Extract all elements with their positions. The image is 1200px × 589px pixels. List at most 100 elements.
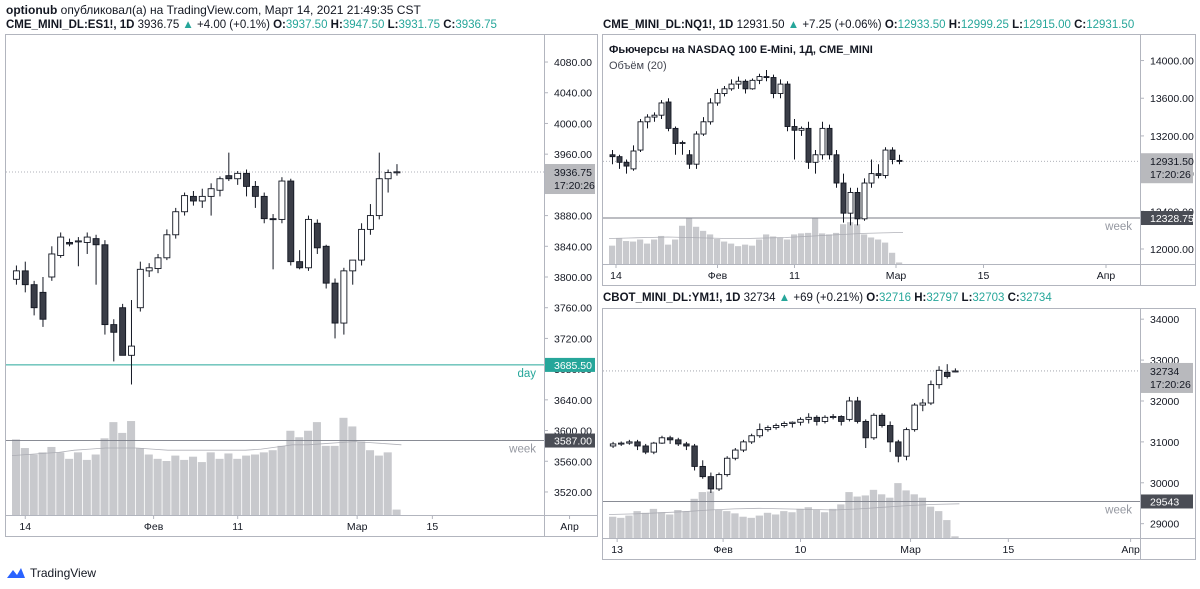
- volume-bar: [304, 430, 313, 515]
- volume-bar: [268, 450, 277, 515]
- candle-body: [764, 427, 772, 431]
- nq-header: CME_MINI_DL:NQ1!, 1D 12931.50 ▲ +7.25 (+…: [603, 19, 1135, 31]
- volume-bar: [770, 236, 777, 264]
- candle: [764, 425, 772, 432]
- candle-body: [896, 159, 903, 162]
- day-level-tag: [545, 357, 595, 372]
- volume-bar: [649, 508, 658, 538]
- candle-body: [650, 442, 658, 453]
- time-axis: 14 Фев 11 Мар 15 Апр: [19, 515, 579, 533]
- candle: [658, 100, 665, 119]
- nq-legend-volume: Объём (20): [609, 60, 667, 72]
- volume-bar: [686, 217, 693, 264]
- candle: [847, 187, 854, 226]
- volume-bar: [847, 222, 854, 264]
- candle: [623, 159, 630, 174]
- candle-body: [269, 218, 277, 221]
- footer-brand[interactable]: TradingView: [6, 566, 96, 580]
- ym-chart-panel[interactable]: 29000 30000 31000 32000 33000 34000 week 29543 3…: [602, 308, 1196, 560]
- candle-body: [721, 88, 728, 94]
- ym-low: 32703: [972, 292, 1005, 304]
- candle-body: [634, 441, 641, 447]
- candle: [198, 188, 206, 208]
- es-close: 3936.75: [455, 19, 497, 31]
- time-tick-label: 14: [19, 521, 31, 533]
- volume-bar: [321, 445, 330, 515]
- candle: [609, 150, 616, 165]
- ym-arrow-icon: ▲: [778, 292, 791, 304]
- candle: [714, 88, 721, 106]
- volume-bar: [877, 494, 886, 538]
- candle: [393, 164, 401, 176]
- volume-bar: [777, 237, 784, 264]
- candle-body: [92, 238, 100, 246]
- candle-body: [833, 154, 840, 184]
- time-tick-label: Апр: [1121, 544, 1140, 556]
- candle-body: [756, 76, 763, 81]
- candle: [331, 278, 339, 339]
- candle: [919, 398, 926, 412]
- volume-bar: [772, 514, 780, 538]
- candle-body: [243, 172, 250, 187]
- candle-body: [789, 421, 796, 424]
- candle-body: [207, 188, 215, 197]
- es-chart-panel[interactable]: 3520.003560.003600.003640.003680.003720.…: [5, 34, 598, 537]
- candle: [878, 413, 886, 428]
- volume-bar: [109, 422, 118, 515]
- candle: [349, 259, 357, 285]
- candle-body: [637, 121, 644, 151]
- es-low: 3931.75: [398, 19, 441, 31]
- candle-body: [847, 192, 854, 214]
- ym-chart[interactable]: 290003000031000320003300034000week295433…: [603, 309, 1195, 559]
- volume-bar: [894, 483, 902, 538]
- volume-bar: [833, 232, 840, 264]
- candle-body: [707, 476, 715, 490]
- candle-body: [740, 441, 747, 451]
- es-open: 3937.50: [285, 19, 328, 31]
- volume-bar: [714, 510, 723, 538]
- volume-bar: [312, 422, 321, 515]
- candle: [911, 403, 918, 432]
- volume-bar: [918, 497, 927, 538]
- candle-body: [39, 291, 47, 320]
- candle: [789, 421, 796, 428]
- candle-body: [798, 127, 805, 131]
- nq-chart[interactable]: 12000.0012400.0012800.0013200.0013600.00…: [603, 35, 1195, 285]
- volume-bar: [197, 462, 206, 515]
- volume-bar: [630, 241, 637, 264]
- author-name[interactable]: optionub: [6, 3, 58, 17]
- candle: [630, 145, 637, 171]
- candle-body: [630, 150, 637, 170]
- candle-body: [618, 442, 625, 445]
- candle-body: [693, 133, 700, 165]
- price-tick-label: 34000: [1150, 314, 1179, 326]
- candle: [154, 253, 162, 274]
- volume-bar: [206, 452, 215, 515]
- candle-body: [181, 195, 189, 213]
- volume-bar: [277, 445, 286, 515]
- volume-bar: [330, 445, 339, 515]
- candle-body: [749, 79, 756, 90]
- nq-chart-panel[interactable]: 12000.0012400.0012800.0013200.0013600.00…: [602, 34, 1196, 286]
- volume-bar: [690, 498, 698, 538]
- price-tick-label: 13200.00: [1150, 131, 1194, 143]
- candle: [686, 150, 693, 169]
- es-chart[interactable]: 3520.003560.003600.003640.003680.003720.…: [6, 35, 597, 536]
- candle: [216, 176, 224, 197]
- candle: [384, 169, 392, 193]
- price-tick-label: 4080.00: [554, 57, 592, 69]
- candle: [260, 192, 268, 224]
- candle: [791, 118, 798, 160]
- candle: [251, 181, 259, 208]
- volume-bar: [804, 507, 812, 538]
- tradingview-logo-icon: [7, 568, 25, 578]
- nq-close: 12931.50: [1086, 19, 1135, 31]
- price-tick-label: 3560.00: [554, 456, 592, 468]
- candle-body: [889, 149, 896, 160]
- candle-body: [154, 257, 162, 270]
- candle-body: [358, 228, 366, 261]
- volume-bar: [886, 497, 894, 538]
- candle-body: [715, 474, 723, 490]
- candle: [715, 472, 723, 491]
- price-axis: 3520.003560.003600.003640.003680.003720.…: [544, 57, 592, 499]
